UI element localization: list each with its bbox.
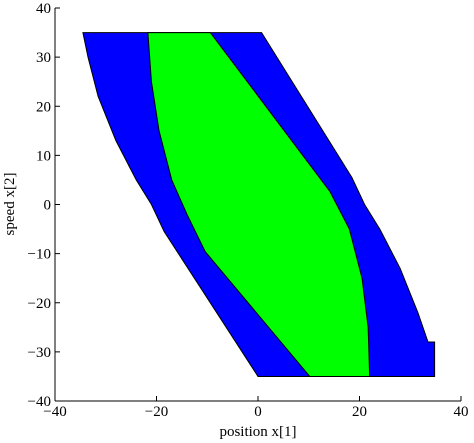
x-tick-label: 0 (254, 404, 262, 420)
y-tick-label: 20 (36, 99, 51, 115)
x-tick-label: −20 (145, 404, 168, 420)
y-axis-label: speed x[2] (2, 173, 18, 236)
region (147, 32, 371, 377)
y-tick-label: 30 (36, 50, 51, 66)
y-tick-label: −20 (28, 296, 51, 312)
y-tick-label: 40 (36, 1, 51, 17)
x-tick-label: 40 (454, 404, 469, 420)
y-tick-label: 10 (36, 148, 51, 164)
y-tick-label: −30 (28, 345, 51, 361)
x-axis-label: position x[1] (219, 424, 296, 440)
x-tick-label: 20 (352, 404, 367, 420)
x-tick-label: −40 (43, 404, 66, 420)
y-tick-label: 0 (44, 198, 52, 214)
y-tick-label: −10 (28, 247, 51, 263)
y-tick-label: −40 (28, 394, 51, 410)
